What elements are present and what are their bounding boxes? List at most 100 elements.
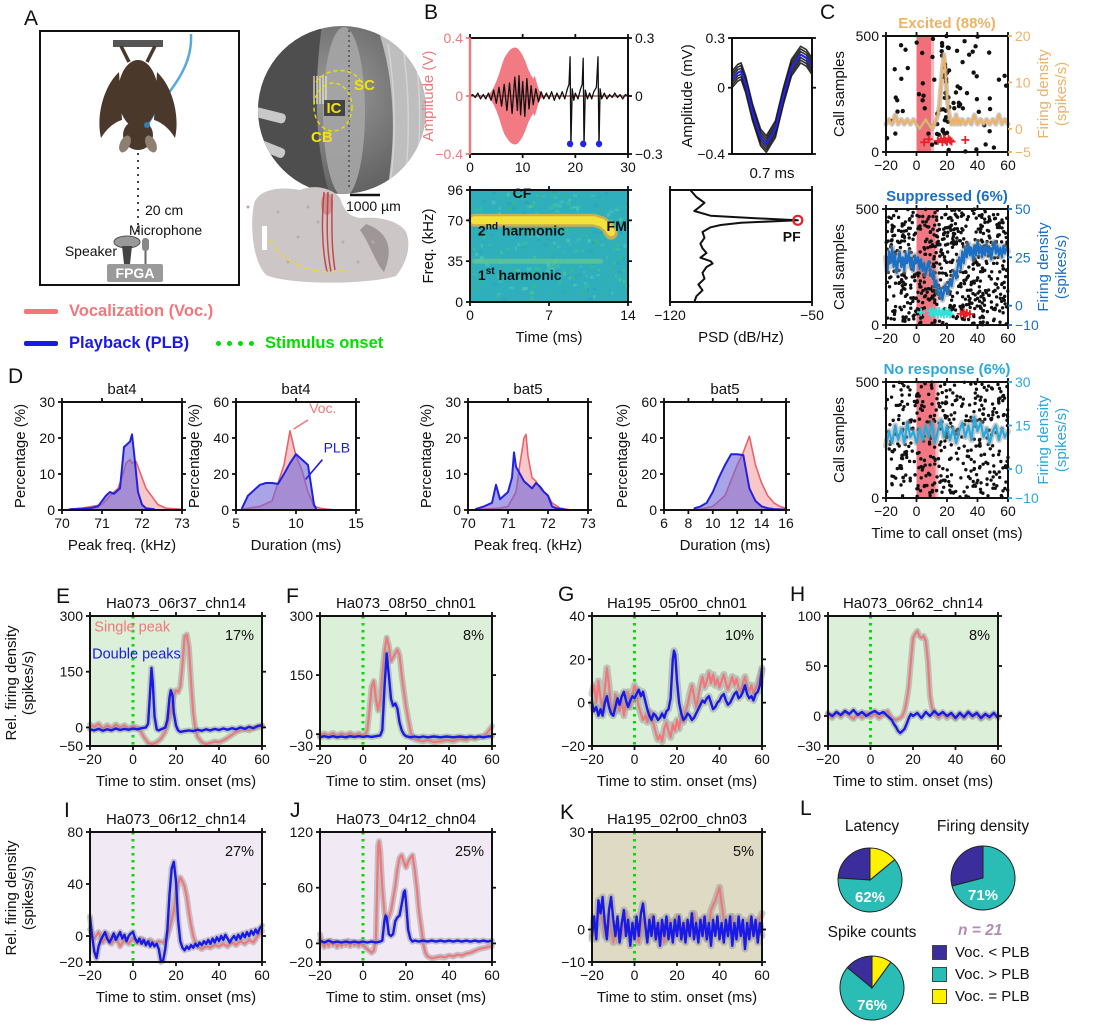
panel-label-b: B (424, 1, 439, 24)
svg-text:0: 0 (455, 88, 463, 104)
speaker-label: Speaker (65, 243, 117, 259)
svg-text:20: 20 (939, 503, 955, 519)
svg-text:27%: 27% (225, 844, 254, 860)
electrode-contact (144, 122, 150, 128)
svg-text:0: 0 (867, 751, 875, 767)
svg-text:20: 20 (398, 751, 414, 767)
svg-text:0.4: 0.4 (444, 30, 464, 46)
svg-text:−20: −20 (78, 967, 102, 983)
svg-text:0: 0 (1015, 121, 1023, 137)
svg-text:Time to stim. onset (ms): Time to stim. onset (ms) (96, 773, 256, 790)
svg-text:500: 500 (856, 201, 880, 217)
svg-text:7: 7 (545, 307, 553, 323)
svg-text:60: 60 (1000, 157, 1016, 173)
svg-text:30: 30 (620, 159, 636, 175)
svg-text:60: 60 (254, 967, 270, 983)
svg-text:60: 60 (213, 394, 229, 410)
svg-text:0: 0 (871, 317, 879, 333)
svg-text:10: 10 (1015, 74, 1031, 90)
microphone-label: Microphone (129, 222, 202, 238)
svg-text:16: 16 (778, 515, 794, 531)
svg-text:500: 500 (856, 28, 880, 44)
svg-text:Freq. (kHz): Freq. (kHz) (420, 208, 437, 283)
svg-text:Duration (ms): Duration (ms) (680, 537, 771, 554)
svg-text:Call samples: Call samples (831, 224, 848, 310)
svg-text:−20: −20 (308, 751, 332, 767)
unit-e-psth-chart: −20 0 20 40 60 −50 0 150 300 Ha073_06r37_chn14 Tim… (59, 595, 270, 790)
svg-text:300: 300 (60, 608, 84, 624)
svg-text:70: 70 (460, 515, 476, 531)
svg-text:60: 60 (254, 751, 270, 767)
svg-text:15: 15 (1015, 418, 1031, 434)
svg-text:(spikes/s): (spikes/s) (20, 651, 37, 715)
svg-text:−20: −20 (816, 751, 840, 767)
svg-text:Amplitude (mV): Amplitude (mV) (679, 44, 696, 147)
svg-text:40: 40 (970, 503, 986, 519)
svg-text:Time to stim. onset (ms): Time to stim. onset (ms) (326, 989, 486, 1006)
svg-text:0: 0 (649, 502, 657, 518)
svg-text:20: 20 (168, 751, 184, 767)
experiment-setup-box: 20 cm Microphone Speaker FPGA (39, 30, 240, 286)
svg-text:72: 72 (134, 515, 150, 531)
svg-text:10: 10 (288, 515, 304, 531)
svg-text:35: 35 (447, 253, 463, 269)
sc-label: SC (354, 77, 375, 94)
distance-label: 20 cm (145, 202, 183, 218)
unit-k-psth-chart: −20 0 20 40 60 −10 0 30 Ha195_02r00_chn03 Time to… (561, 811, 770, 1006)
svg-text:20: 20 (445, 430, 461, 446)
svg-text:1st harmonic: 1st harmonic (478, 266, 562, 283)
svg-text:Single peak: Single peak (94, 620, 171, 636)
svg-text:−20: −20 (580, 751, 604, 767)
svg-text:120: 120 (290, 824, 314, 840)
svg-text:Ha195_02r00_chn03: Ha195_02r00_chn03 (607, 811, 747, 828)
svg-text:0: 0 (129, 967, 137, 983)
panel-label-g: G (558, 583, 575, 606)
svg-text:0: 0 (577, 695, 585, 711)
svg-text:8%: 8% (463, 628, 484, 644)
svg-text:30: 30 (445, 394, 461, 410)
svg-text:72: 72 (540, 515, 556, 531)
svg-text:Duration (ms): Duration (ms) (251, 537, 342, 554)
panel-label-j: J (290, 799, 301, 822)
svg-text:Ha073_06r37_chn14: Ha073_06r37_chn14 (106, 595, 246, 612)
voc-gt-plb-swatch (932, 967, 947, 982)
bat-ear (145, 135, 157, 153)
svg-text:−0.4: −0.4 (697, 146, 725, 162)
svg-text:Ha073_04r12_chn04: Ha073_04r12_chn04 (336, 811, 476, 828)
svg-text:0: 0 (913, 330, 921, 346)
svg-text:bat5: bat5 (513, 381, 542, 398)
svg-text:Percentage (%): Percentage (%) (186, 404, 203, 508)
svg-text:20: 20 (939, 157, 955, 173)
hanging-bar (113, 40, 163, 47)
pie-legend-voc-gt-plb: Voc. > PLB (932, 966, 1030, 983)
svg-text:40: 40 (211, 967, 227, 983)
svg-text:60: 60 (297, 880, 313, 896)
svg-text:−50: −50 (59, 738, 83, 754)
svg-text:73: 73 (580, 515, 596, 531)
svg-text:0: 0 (871, 144, 879, 160)
svg-text:60: 60 (641, 394, 657, 410)
svg-text:76%: 76% (857, 997, 887, 1014)
svg-text:−30: −30 (289, 738, 313, 754)
svg-text:300: 300 (290, 608, 314, 624)
svg-text:−10: −10 (1015, 317, 1039, 333)
svg-text:10: 10 (445, 466, 461, 482)
svg-text:FM: FM (607, 218, 627, 234)
svg-text:Time to stim. onset (ms): Time to stim. onset (ms) (833, 773, 993, 790)
stimulus-onset-label: Stimulus onset (265, 334, 384, 352)
svg-text:14: 14 (620, 307, 636, 323)
svg-text:−20: −20 (874, 330, 898, 346)
svg-text:0: 0 (455, 294, 463, 310)
svg-text:70: 70 (447, 212, 463, 228)
voc-eq-plb-label: Voc. = PLB (955, 988, 1030, 1005)
svg-text:0: 0 (75, 719, 83, 735)
svg-text:(spikes/s): (spikes/s) (20, 866, 37, 930)
svg-text:−120: −120 (654, 307, 686, 323)
svg-text:0: 0 (577, 922, 585, 938)
playback-label: Playback (PLB) (69, 334, 190, 352)
svg-text:71: 71 (500, 515, 516, 531)
voc-lt-plb-swatch (932, 945, 947, 960)
spike-counts-pie-title: Spike counts (827, 924, 917, 941)
tissue-slit (262, 226, 267, 250)
